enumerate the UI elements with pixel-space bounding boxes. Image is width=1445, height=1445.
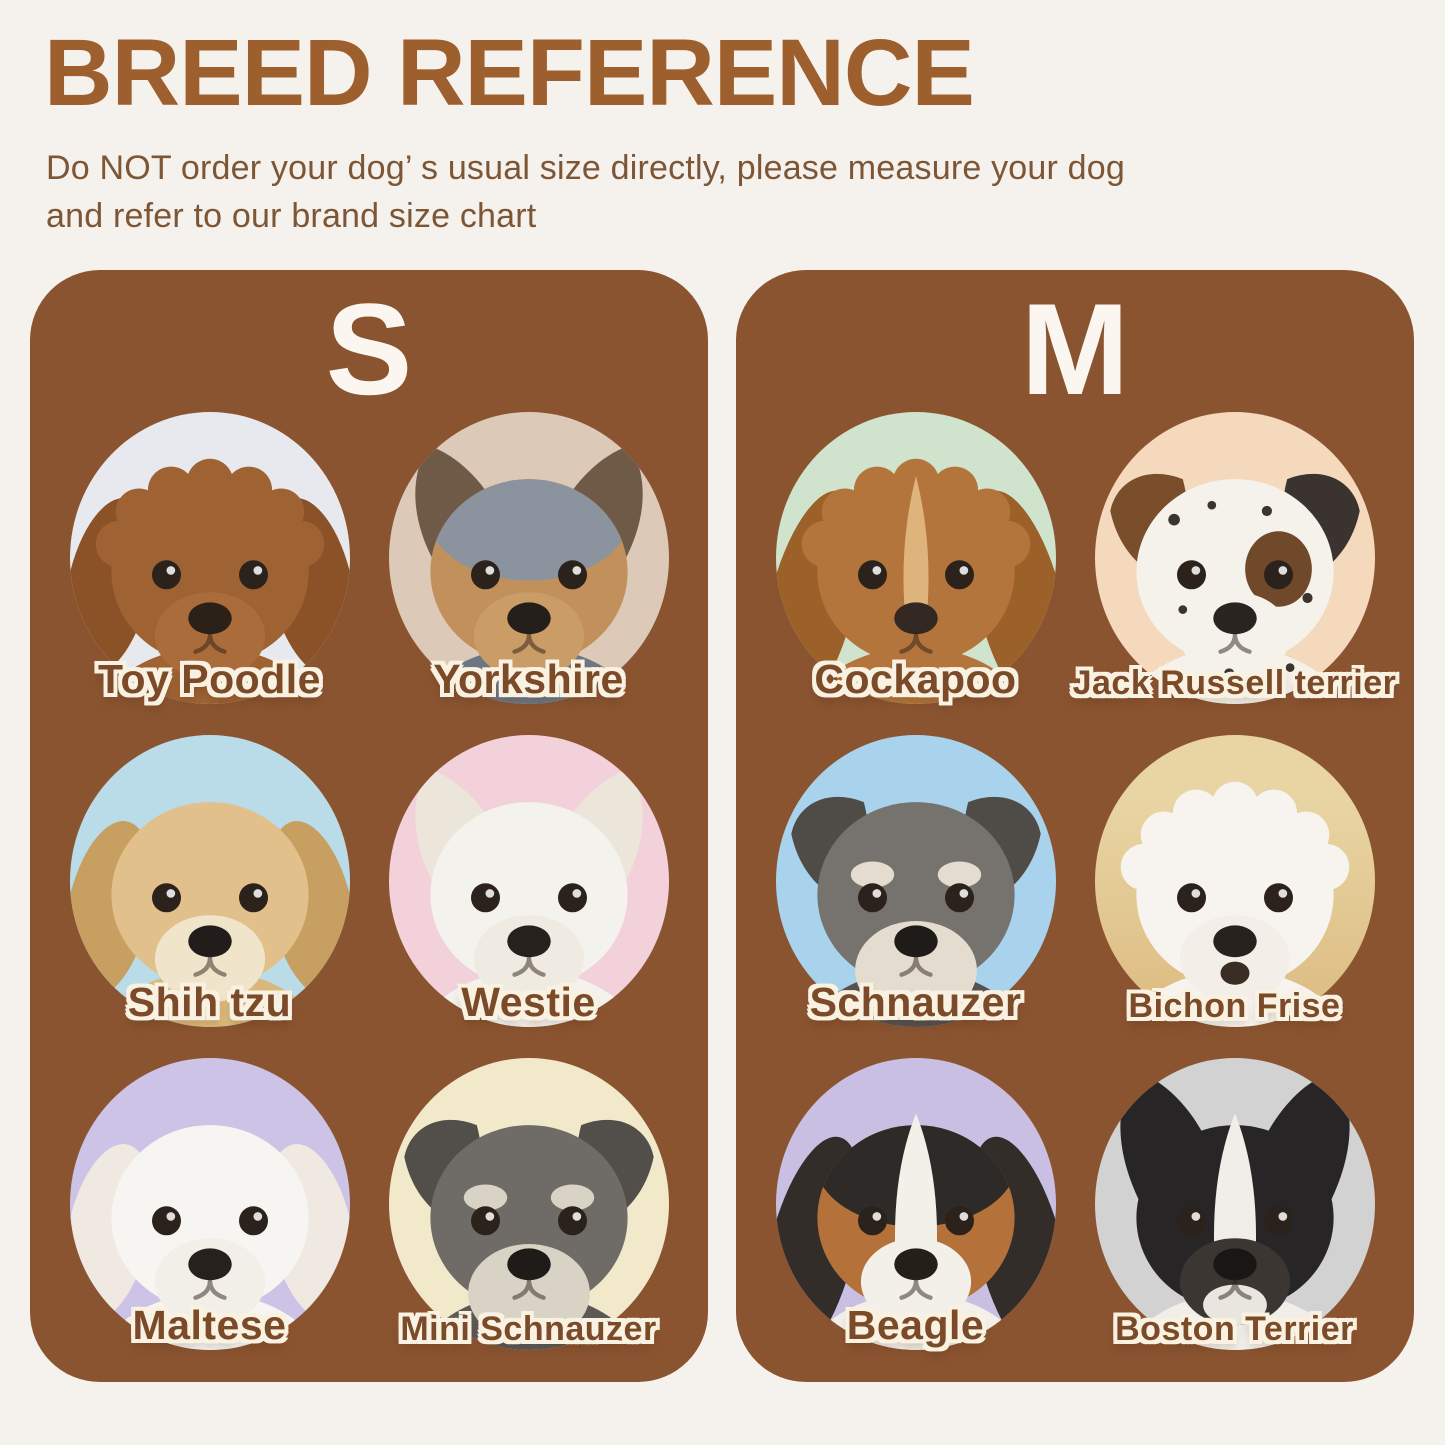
- breed-photo-bichon-frise: [1094, 735, 1375, 1027]
- breed-photo-boston-terrier: [1094, 1058, 1375, 1350]
- breed-name-label: Bichon Frise: [1128, 987, 1341, 1025]
- breed-name-label: Cockapoo: [814, 656, 1017, 702]
- page-subtitle: Do NOT order your dog’ s usual size dire…: [46, 144, 1125, 241]
- breed-name-label: Shih tzu: [127, 979, 292, 1025]
- dog-photo-illustration: [775, 458, 1056, 704]
- breed-name-label: Jack Russell terrier: [1072, 664, 1397, 702]
- breed-photo-shih-tzu: [69, 735, 350, 1027]
- breed-photo-beagle: [775, 1058, 1056, 1350]
- breed-name-label: Maltese: [132, 1302, 287, 1348]
- dog-photo-illustration: [69, 458, 350, 704]
- dog-photo-illustration: [790, 796, 1041, 1027]
- dog-photo-illustration: [69, 802, 350, 1027]
- breed-cell-boston-terrier: Boston Terrier: [1082, 1058, 1387, 1351]
- breed-name-label: Mini Schnauzer: [400, 1310, 657, 1348]
- size-panel-m: M Cockapoo Jack Russell terrier Schnauzer Bi…: [736, 270, 1414, 1382]
- breed-name-label: Toy Poodle: [98, 656, 321, 702]
- dog-photo-illustration: [403, 1119, 654, 1350]
- size-letter-s: S: [325, 276, 413, 422]
- breed-cell-jack-russell-terrier: Jack Russell terrier: [1073, 412, 1396, 705]
- dog-photo-illustration: [775, 1113, 1056, 1350]
- breed-cell-schnauzer: Schnauzer: [763, 735, 1068, 1028]
- dog-photo-illustration: [1119, 1072, 1350, 1350]
- breed-grid: Toy Poodle Yorkshire Shih tzu Westie Maltese…: [30, 412, 708, 1351]
- subtitle-line-2: and refer to our brand size chart: [46, 197, 537, 236]
- dog-photo-illustration: [414, 445, 643, 704]
- size-panel-s: S Toy Poodle Yorkshire Shih tzu Westie Maltes…: [30, 270, 708, 1382]
- breed-name-label: Westie: [461, 979, 596, 1025]
- breed-photo-toy-poodle: [69, 412, 350, 704]
- subtitle-line-1: Do NOT order your dog’ s usual size dire…: [46, 149, 1126, 187]
- page-title: BREED REFERENCE: [44, 20, 975, 126]
- breed-cell-westie: Westie: [376, 735, 681, 1028]
- breed-grid: Cockapoo Jack Russell terrier Schnauzer Bic…: [736, 412, 1414, 1351]
- breed-cell-mini-schnauzer: Mini Schnauzer: [376, 1058, 681, 1351]
- breed-photo-maltese: [69, 1058, 350, 1350]
- breed-cell-toy-poodle: Toy Poodle: [57, 412, 362, 705]
- breed-cell-cockapoo: Cockapoo: [763, 412, 1068, 705]
- breed-name-label: Beagle: [846, 1302, 985, 1348]
- breed-photo-westie: [388, 735, 669, 1027]
- breed-photo-schnauzer: [775, 735, 1056, 1027]
- breed-cell-maltese: Maltese: [57, 1058, 362, 1351]
- dog-photo-illustration: [1120, 781, 1349, 1027]
- breed-photo-mini-schnauzer: [388, 1058, 669, 1350]
- breed-name-label: Boston Terrier: [1115, 1310, 1354, 1348]
- dog-photo-illustration: [1109, 473, 1360, 704]
- breed-photo-cockapoo: [775, 412, 1056, 704]
- breed-cell-beagle: Beagle: [763, 1058, 1068, 1351]
- breed-photo-jack-russell-terrier: [1094, 412, 1375, 704]
- dog-photo-illustration: [414, 768, 643, 1027]
- size-panels: S Toy Poodle Yorkshire Shih tzu Westie Maltes…: [30, 270, 1414, 1382]
- breed-name-label: Schnauzer: [809, 979, 1022, 1025]
- breed-cell-bichon-frise: Bichon Frise: [1082, 735, 1387, 1028]
- breed-cell-yorkshire: Yorkshire: [376, 412, 681, 705]
- breed-photo-yorkshire: [388, 412, 669, 704]
- breed-cell-shih-tzu: Shih tzu: [57, 735, 362, 1028]
- dog-photo-illustration: [69, 1125, 350, 1350]
- breed-name-label: Yorkshire: [433, 656, 624, 702]
- size-letter-m: M: [1020, 276, 1130, 422]
